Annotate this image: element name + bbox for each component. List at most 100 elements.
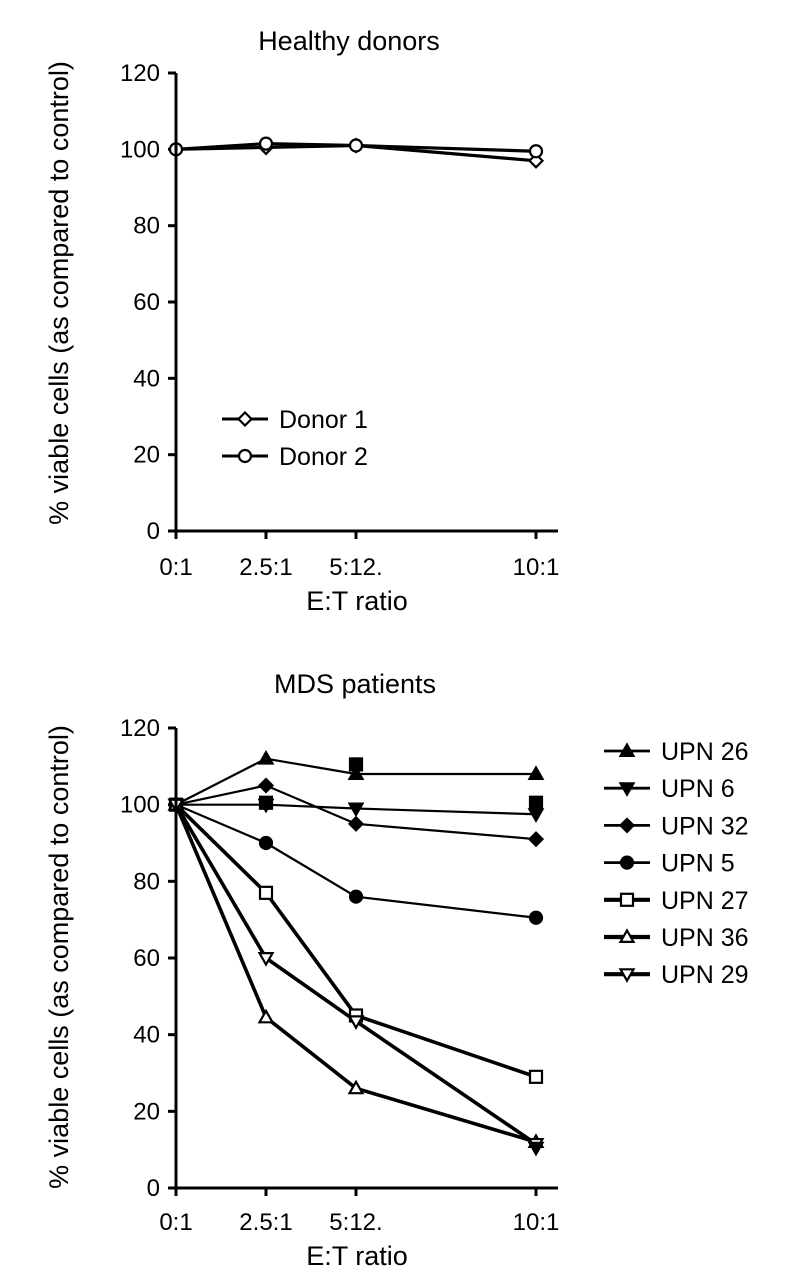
legend-marker bbox=[618, 817, 636, 834]
series-line bbox=[174, 803, 537, 1079]
y-tick-label: 60 bbox=[133, 945, 160, 972]
y-tick-label: 120 bbox=[120, 715, 160, 742]
series-line bbox=[175, 143, 537, 163]
legend-item: Donor 2 bbox=[222, 443, 368, 471]
data-point bbox=[528, 144, 544, 159]
series-line bbox=[175, 142, 537, 153]
data-point bbox=[257, 777, 275, 794]
legend: Donor 1 Donor 2 bbox=[222, 406, 368, 471]
legend-marker bbox=[619, 855, 635, 870]
data-point bbox=[347, 802, 365, 818]
data-point bbox=[347, 1079, 365, 1095]
y-tick-label: 120 bbox=[120, 60, 160, 87]
y-axis-label: % viable cells (as compared to control) bbox=[44, 725, 74, 1189]
chart-title: MDS patients bbox=[274, 669, 436, 699]
x-tick-label: 10:1 bbox=[513, 554, 560, 581]
legend-item: UPN 32 bbox=[604, 812, 749, 840]
legend-label: UPN 36 bbox=[661, 924, 749, 952]
data-point bbox=[348, 889, 364, 904]
data-point bbox=[257, 1008, 275, 1024]
series-line bbox=[176, 803, 537, 816]
legend-item: UPN 6 bbox=[604, 775, 735, 803]
data-point bbox=[258, 136, 274, 151]
data-point bbox=[347, 815, 365, 832]
series-line bbox=[175, 784, 537, 841]
data-point bbox=[528, 795, 544, 810]
data-point bbox=[258, 835, 274, 851]
y-tick-label: 80 bbox=[133, 213, 160, 240]
chart-title: Healthy donors bbox=[258, 26, 440, 56]
data-point bbox=[348, 757, 364, 772]
x-ticks: 0:1 2.5:1 5:12. 10:1 bbox=[159, 1188, 559, 1236]
series-upn-27 bbox=[168, 797, 544, 1084]
legend-item: UPN 5 bbox=[604, 850, 735, 878]
legend-marker bbox=[618, 742, 636, 757]
series-upn-36 bbox=[167, 795, 545, 1148]
x-axis-label: E:T ratio bbox=[306, 1241, 408, 1271]
y-tick-label: 20 bbox=[133, 442, 160, 469]
legend-marker bbox=[236, 410, 254, 428]
data-point bbox=[347, 1015, 365, 1030]
data-point bbox=[528, 910, 544, 925]
data-point bbox=[257, 749, 275, 765]
series-layer bbox=[167, 749, 545, 1157]
data-point bbox=[257, 952, 275, 967]
healthy-donors-panel: Healthy donors % viable cells (as compar… bbox=[44, 26, 559, 616]
legend-item: Donor 1 bbox=[222, 406, 368, 434]
series-line bbox=[174, 803, 537, 1144]
legend-item: UPN 29 bbox=[604, 961, 749, 989]
x-tick-label: 10:1 bbox=[513, 1209, 560, 1236]
y-tick-label: 0 bbox=[147, 518, 160, 545]
data-point bbox=[347, 765, 365, 780]
x-tick-label: 5:12. bbox=[329, 554, 382, 581]
data-point bbox=[527, 831, 545, 848]
x-tick-label: 0:1 bbox=[159, 1209, 192, 1236]
x-tick-label: 0:1 bbox=[159, 554, 192, 581]
y-tick-label: 100 bbox=[120, 792, 160, 819]
x-tick-label: 2.5:1 bbox=[239, 1209, 292, 1236]
y-tick-label: 40 bbox=[133, 1022, 160, 1049]
x-tick-label: 2.5:1 bbox=[239, 554, 292, 581]
series-line bbox=[175, 757, 536, 806]
x-ticks: 0:1 2.5:1 5:12. 10:1 bbox=[159, 531, 559, 581]
legend-label: UPN 26 bbox=[661, 738, 749, 766]
legend-label: UPN 5 bbox=[661, 850, 735, 878]
series-line bbox=[175, 803, 537, 919]
data-point bbox=[348, 138, 364, 153]
legend-marker bbox=[618, 782, 636, 797]
legend-item: UPN 26 bbox=[604, 738, 749, 766]
legend-label: Donor 1 bbox=[279, 406, 368, 434]
legend-label: Donor 2 bbox=[279, 443, 368, 471]
y-tick-label: 40 bbox=[133, 365, 160, 392]
x-tick-label: 5:12. bbox=[329, 1209, 382, 1236]
legend-marker bbox=[237, 448, 253, 464]
y-ticks: 0 20 40 60 80 100 120 bbox=[120, 60, 176, 545]
series-layer bbox=[167, 136, 545, 169]
legend-marker bbox=[618, 968, 636, 983]
legend-item: UPN 27 bbox=[604, 887, 749, 915]
series-donor-2 bbox=[168, 136, 544, 159]
y-tick-label: 60 bbox=[133, 289, 160, 316]
axes bbox=[174, 728, 558, 1190]
data-point bbox=[258, 795, 274, 810]
series-upn-26 bbox=[167, 749, 545, 811]
legend-label: UPN 29 bbox=[661, 961, 749, 989]
y-axis-label: % viable cells (as compared to control) bbox=[44, 61, 74, 525]
legend-label: UPN 32 bbox=[661, 812, 749, 840]
y-ticks: 0 20 40 60 80 100 120 bbox=[120, 715, 176, 1202]
x-axis-label: E:T ratio bbox=[306, 586, 408, 616]
y-tick-label: 80 bbox=[133, 868, 160, 895]
legend-marker bbox=[618, 928, 636, 943]
y-tick-label: 0 bbox=[147, 1175, 160, 1202]
data-point bbox=[258, 885, 274, 900]
axes bbox=[174, 73, 558, 533]
data-point bbox=[527, 765, 545, 780]
legend-item: UPN 36 bbox=[604, 924, 749, 952]
y-tick-label: 20 bbox=[133, 1098, 160, 1125]
legend: UPN 26 UPN 6 UPN 32 UPN 5 UPN 27 UPN 36 UPN 29 bbox=[604, 738, 749, 989]
legend-label: UPN 6 bbox=[661, 775, 735, 803]
series-line bbox=[174, 803, 538, 1146]
legend-marker bbox=[619, 892, 635, 907]
data-point bbox=[527, 1141, 545, 1157]
